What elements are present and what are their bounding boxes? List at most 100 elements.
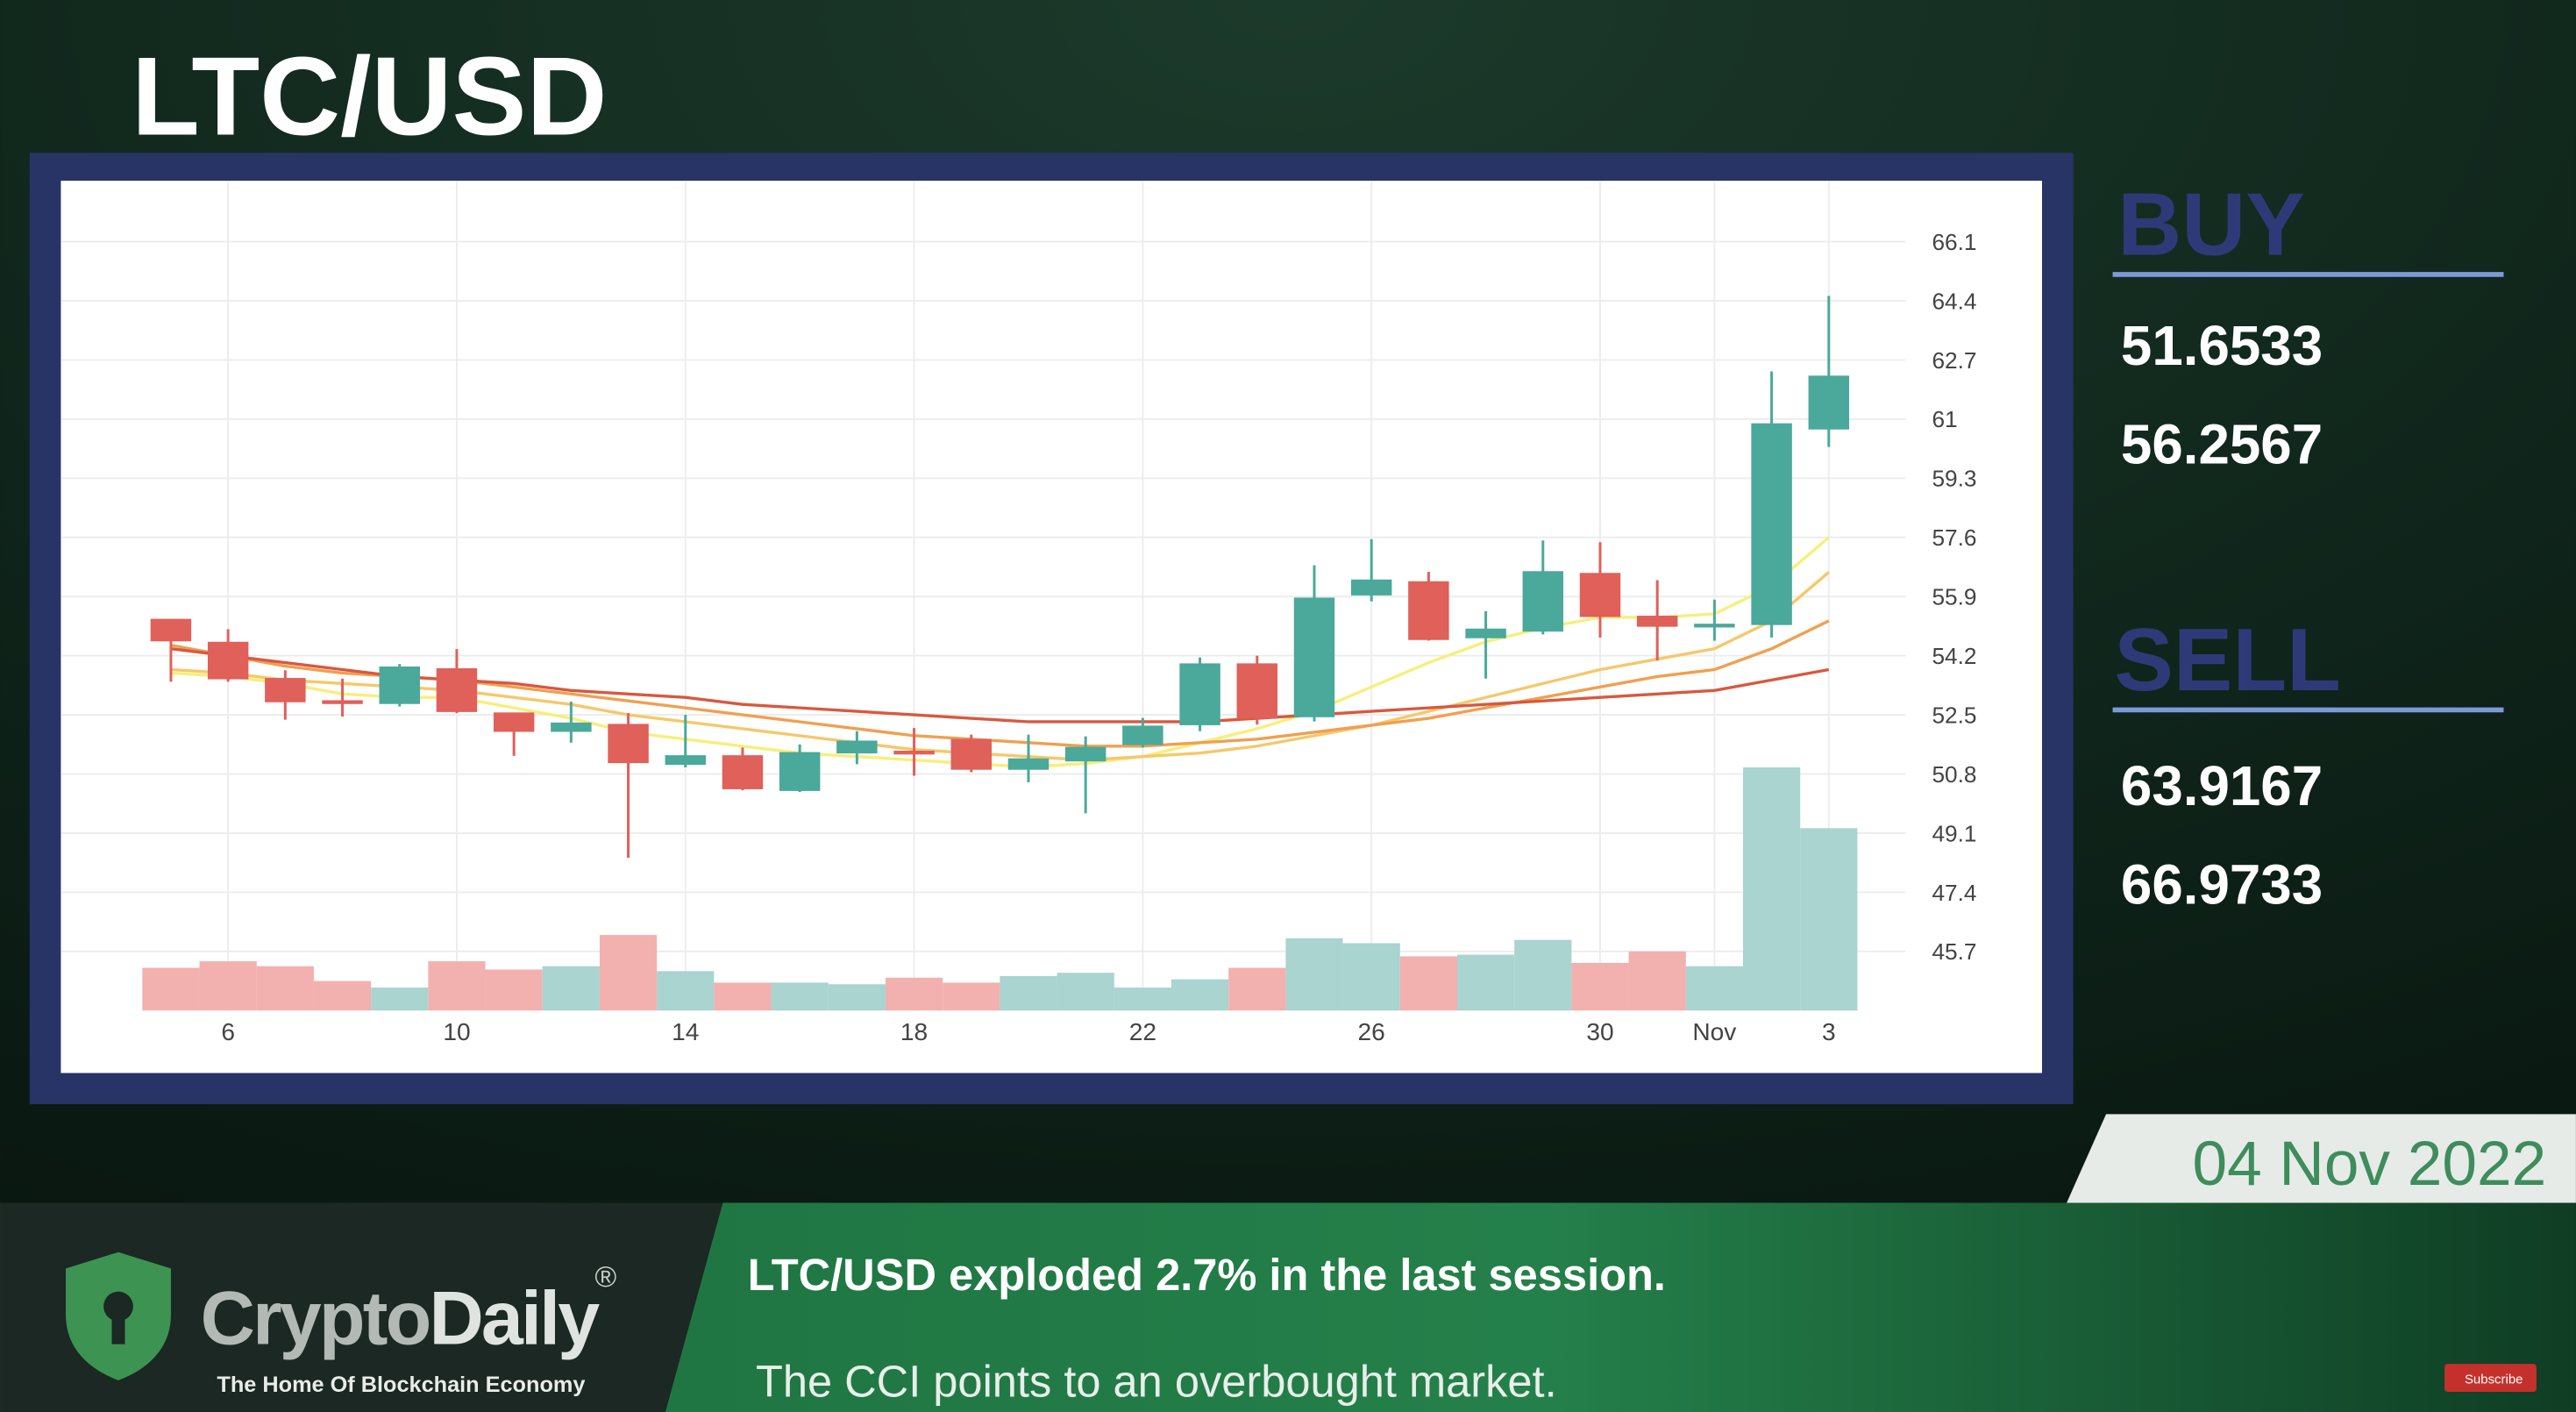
candle-body — [493, 712, 535, 732]
volume-bar — [199, 961, 257, 1011]
x-tick-label: 18 — [900, 1018, 928, 1045]
volume-bar — [714, 982, 772, 1011]
buy-label: BUY — [2117, 175, 2305, 274]
y-tick-label: 45.7 — [1932, 938, 1976, 965]
y-tick-label: 47.4 — [1932, 880, 1976, 906]
x-tick-label: 30 — [1586, 1018, 1613, 1045]
volume-bar — [1742, 767, 1801, 1011]
y-tick-label: 54.2 — [1932, 643, 1976, 669]
x-tick-label: 14 — [672, 1018, 699, 1045]
y-tick-label: 66.1 — [1932, 229, 1976, 255]
logo-tagline: The Home Of Blockchain Economy — [217, 1373, 585, 1397]
logo-panel — [0, 1202, 723, 1412]
candle-body — [1007, 758, 1050, 770]
x-tick-label: 6 — [221, 1018, 235, 1045]
candle-body — [1808, 375, 1850, 430]
candle-body — [1465, 628, 1506, 638]
candle-body — [1694, 624, 1735, 628]
volume-bar — [885, 977, 943, 1011]
y-tick-label: 55.9 — [1932, 584, 1976, 610]
volume-bar — [1800, 828, 1858, 1011]
candle-body — [379, 666, 420, 704]
volume-bar — [1628, 951, 1686, 1011]
candle-body — [1236, 663, 1278, 719]
x-tick-label: 3 — [1822, 1018, 1836, 1045]
candle-body — [779, 752, 821, 791]
volume-bar — [1571, 962, 1629, 1011]
volume-bar — [1514, 939, 1572, 1011]
sell-label: SELL — [2114, 610, 2341, 710]
y-tick-label: 59.3 — [1932, 466, 1976, 492]
pair-title: LTC/USD — [132, 34, 608, 159]
x-tick-label: 22 — [1129, 1018, 1156, 1045]
sell-value: 63.9167 — [2121, 755, 2323, 817]
volume-bar — [771, 982, 829, 1011]
candle-body — [1522, 571, 1564, 632]
volume-bar — [485, 969, 543, 1011]
y-tick-label: 64.4 — [1932, 288, 1976, 314]
candle-body — [1064, 746, 1107, 762]
volume-bar — [943, 982, 1000, 1011]
headline: LTC/USD exploded 2.7% in the last sessio… — [748, 1250, 1666, 1300]
volume-bar — [1114, 988, 1171, 1011]
candle-body — [608, 724, 649, 764]
candle-body — [1636, 616, 1678, 627]
candle-body — [950, 738, 992, 770]
logo-registered: ® — [594, 1260, 616, 1294]
logo-name-b: Daily — [429, 1277, 600, 1361]
x-tick-label: 26 — [1358, 1018, 1385, 1045]
candle-body — [1579, 573, 1621, 617]
volume-bar — [1342, 943, 1400, 1011]
candle-body — [322, 700, 363, 704]
volume-bar — [599, 935, 658, 1011]
volume-bar — [1057, 973, 1114, 1011]
candle-body — [1293, 597, 1335, 717]
volume-bar — [1685, 966, 1743, 1011]
candle-body — [436, 667, 478, 712]
subscribe-label[interactable]: Subscribe — [2465, 1373, 2523, 1387]
chart: 45.7 47.4 49.1 50.8 52.5 54.2 55.9 57.6 59.3 61 6 2… — [60, 181, 1976, 1045]
logo-name-a: Crypto — [201, 1277, 430, 1361]
candle-body — [1408, 581, 1449, 640]
buy-value: 56.2567 — [2121, 413, 2323, 475]
candle-body — [722, 755, 764, 789]
y-tick-label: 52.5 — [1932, 702, 1976, 728]
logo-keyhole — [103, 1291, 133, 1322]
candle-body — [1350, 579, 1392, 595]
candle-body — [551, 722, 592, 732]
volume-bar — [1399, 956, 1457, 1011]
candle-body — [665, 755, 706, 766]
volume-bar — [371, 988, 429, 1011]
volume-bar — [1228, 967, 1286, 1011]
candle-body — [265, 678, 306, 702]
candle-body — [207, 641, 249, 680]
y-tick-label: 50.8 — [1932, 761, 1976, 788]
candle-body — [836, 740, 878, 754]
buy-value: 51.6533 — [2121, 315, 2323, 377]
volume-bar — [1456, 954, 1515, 1011]
y-tick-label: 57.6 — [1932, 524, 1976, 551]
volume-bar — [828, 984, 886, 1011]
volume-bar — [1171, 979, 1229, 1011]
y-tick-label: 49.1 — [1932, 820, 1976, 846]
y-tick-label: 61 — [1932, 406, 1957, 432]
subscribe-button[interactable] — [2444, 1364, 2537, 1392]
date: 04 Nov 2022 — [2192, 1130, 2546, 1199]
volume-bar — [142, 967, 200, 1011]
candle-body — [1751, 423, 1792, 625]
volume-bar — [313, 981, 372, 1011]
logo-name: CryptoDaily — [201, 1277, 601, 1361]
candle-body — [150, 618, 192, 642]
volume-bar — [428, 961, 486, 1011]
candle-body — [1179, 663, 1220, 725]
sell-value: 66.9733 — [2121, 853, 2323, 916]
volume-bar — [542, 966, 600, 1011]
candle-body — [1122, 725, 1163, 745]
volume-bar — [256, 966, 314, 1011]
date-tab — [2067, 1114, 2576, 1203]
candle-body — [893, 750, 935, 755]
logo-keyhole-slot — [111, 1314, 125, 1344]
x-tick-label: 10 — [443, 1018, 470, 1045]
